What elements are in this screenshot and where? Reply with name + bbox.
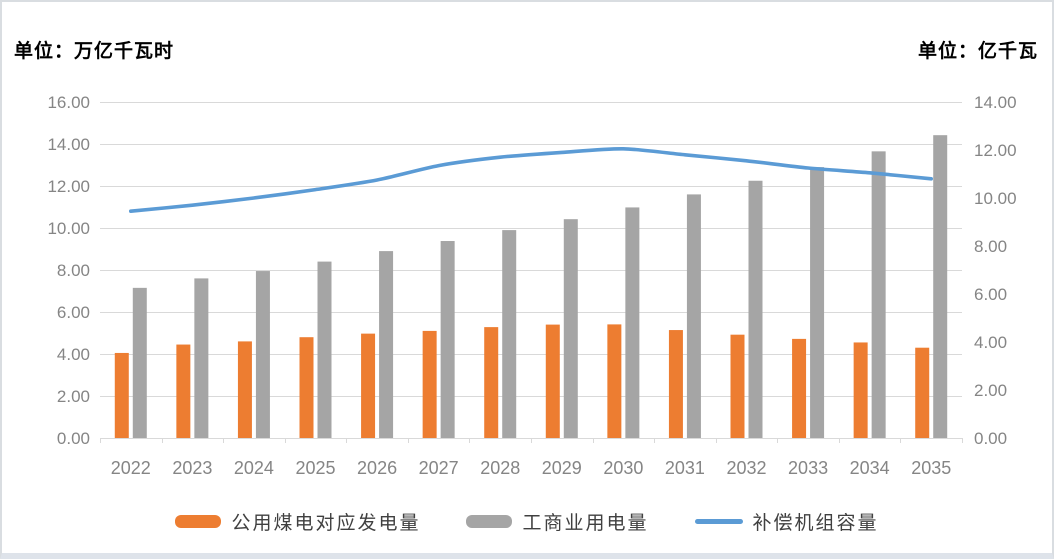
bar-1-2030 [625, 207, 640, 438]
svg-text:4.00: 4.00 [974, 333, 1007, 352]
bar-1-2033 [810, 167, 825, 438]
svg-text:2034: 2034 [850, 458, 890, 478]
svg-text:10.00: 10.00 [974, 189, 1017, 208]
bar-0-2030 [607, 324, 622, 438]
bar-0-2033 [792, 338, 807, 438]
svg-text:4.00: 4.00 [57, 345, 90, 364]
bar-1-2034 [871, 151, 886, 438]
svg-text:8.00: 8.00 [974, 237, 1007, 256]
bar-0-2034 [853, 342, 868, 438]
svg-text:2035: 2035 [911, 458, 951, 478]
bar-series-0 [114, 324, 930, 438]
right-axis-unit-title: 单位：亿千瓦 [917, 41, 1038, 62]
bar-0-2023 [176, 344, 191, 438]
svg-text:10.00: 10.00 [47, 219, 90, 238]
left-axis-labels: 0.00 2.00 4.00 6.00 8.00 10.00 12.00 14.00 16.00 [47, 93, 90, 448]
bar-0-2035 [915, 347, 930, 438]
svg-text:2028: 2028 [480, 458, 520, 478]
legend-item-compensation-capacity: 补偿机组容量 [694, 508, 879, 535]
compensation-capacity-line-swatch-icon [694, 519, 743, 524]
bar-series-1 [132, 135, 948, 438]
svg-text:2.00: 2.00 [974, 381, 1007, 400]
bar-0-2032 [730, 334, 745, 438]
bar-1-2031 [686, 194, 701, 438]
svg-text:2022: 2022 [111, 458, 151, 478]
svg-text:6.00: 6.00 [974, 285, 1007, 304]
svg-text:6.00: 6.00 [57, 303, 90, 322]
svg-text:2024: 2024 [234, 458, 274, 478]
svg-text:2031: 2031 [665, 458, 705, 478]
x-axis-labels: 2022 2023 2024 2025 2026 2027 2028 2029 2030 2031… [111, 458, 951, 478]
svg-text:12.00: 12.00 [47, 177, 90, 196]
bar-0-2028 [484, 327, 499, 438]
svg-text:16.00: 16.00 [47, 93, 90, 112]
right-axis-labels: 0.00 2.00 4.00 6.00 8.00 10.00 12.00 14.00 [974, 93, 1017, 448]
svg-text:8.00: 8.00 [57, 261, 90, 280]
commercial-consumption-swatch-icon [466, 515, 513, 528]
left-axis-unit-title: 单位：万亿千瓦时 [14, 41, 175, 62]
svg-text:12.00: 12.00 [974, 141, 1017, 160]
svg-text:2029: 2029 [542, 458, 582, 478]
svg-text:2030: 2030 [603, 458, 643, 478]
bar-1-2023 [194, 278, 209, 438]
capacity-line [128, 146, 934, 213]
bar-1-2027 [440, 241, 455, 438]
svg-text:2023: 2023 [172, 458, 212, 478]
bar-1-2026 [379, 251, 394, 438]
bar-0-2022 [114, 352, 129, 438]
bar-1-2022 [132, 287, 147, 438]
svg-text:2032: 2032 [726, 458, 766, 478]
bar-0-2027 [422, 330, 437, 438]
bar-1-2035 [933, 135, 948, 438]
svg-text:2033: 2033 [788, 458, 828, 478]
svg-text:0.00: 0.00 [57, 429, 90, 448]
bar-1-2025 [317, 261, 332, 438]
x-axis-tickmarks [100, 438, 963, 443]
svg-text:14.00: 14.00 [974, 93, 1017, 112]
svg-text:0.00: 0.00 [974, 429, 1007, 448]
svg-text:14.00: 14.00 [47, 135, 90, 154]
bar-0-2029 [545, 324, 560, 438]
svg-text:2025: 2025 [295, 458, 335, 478]
bar-1-2029 [563, 219, 578, 438]
bar-0-2024 [237, 341, 252, 438]
legend-item-coal-generation: 公用煤电对应发电量 [175, 508, 420, 535]
bar-1-2024 [255, 271, 270, 438]
svg-text:2027: 2027 [419, 458, 459, 478]
bar-0-2026 [361, 333, 376, 438]
svg-text:2026: 2026 [357, 458, 397, 478]
legend-label-compensation-capacity: 补偿机组容量 [752, 513, 879, 534]
bar-0-2031 [668, 330, 683, 438]
legend-item-commercial-consumption: 工商业用电量 [466, 508, 648, 535]
bar-0-2025 [299, 337, 314, 438]
legend: 公用煤电对应发电量 工商业用电量 补偿机组容量 [2, 508, 1052, 535]
svg-text:2.00: 2.00 [57, 387, 90, 406]
legend-label-coal-generation: 公用煤电对应发电量 [231, 513, 421, 534]
coal-generation-swatch-icon [175, 515, 222, 528]
legend-label-commercial-consumption: 工商业用电量 [522, 513, 649, 534]
bar-1-2028 [502, 230, 517, 438]
bar-1-2032 [748, 180, 763, 438]
